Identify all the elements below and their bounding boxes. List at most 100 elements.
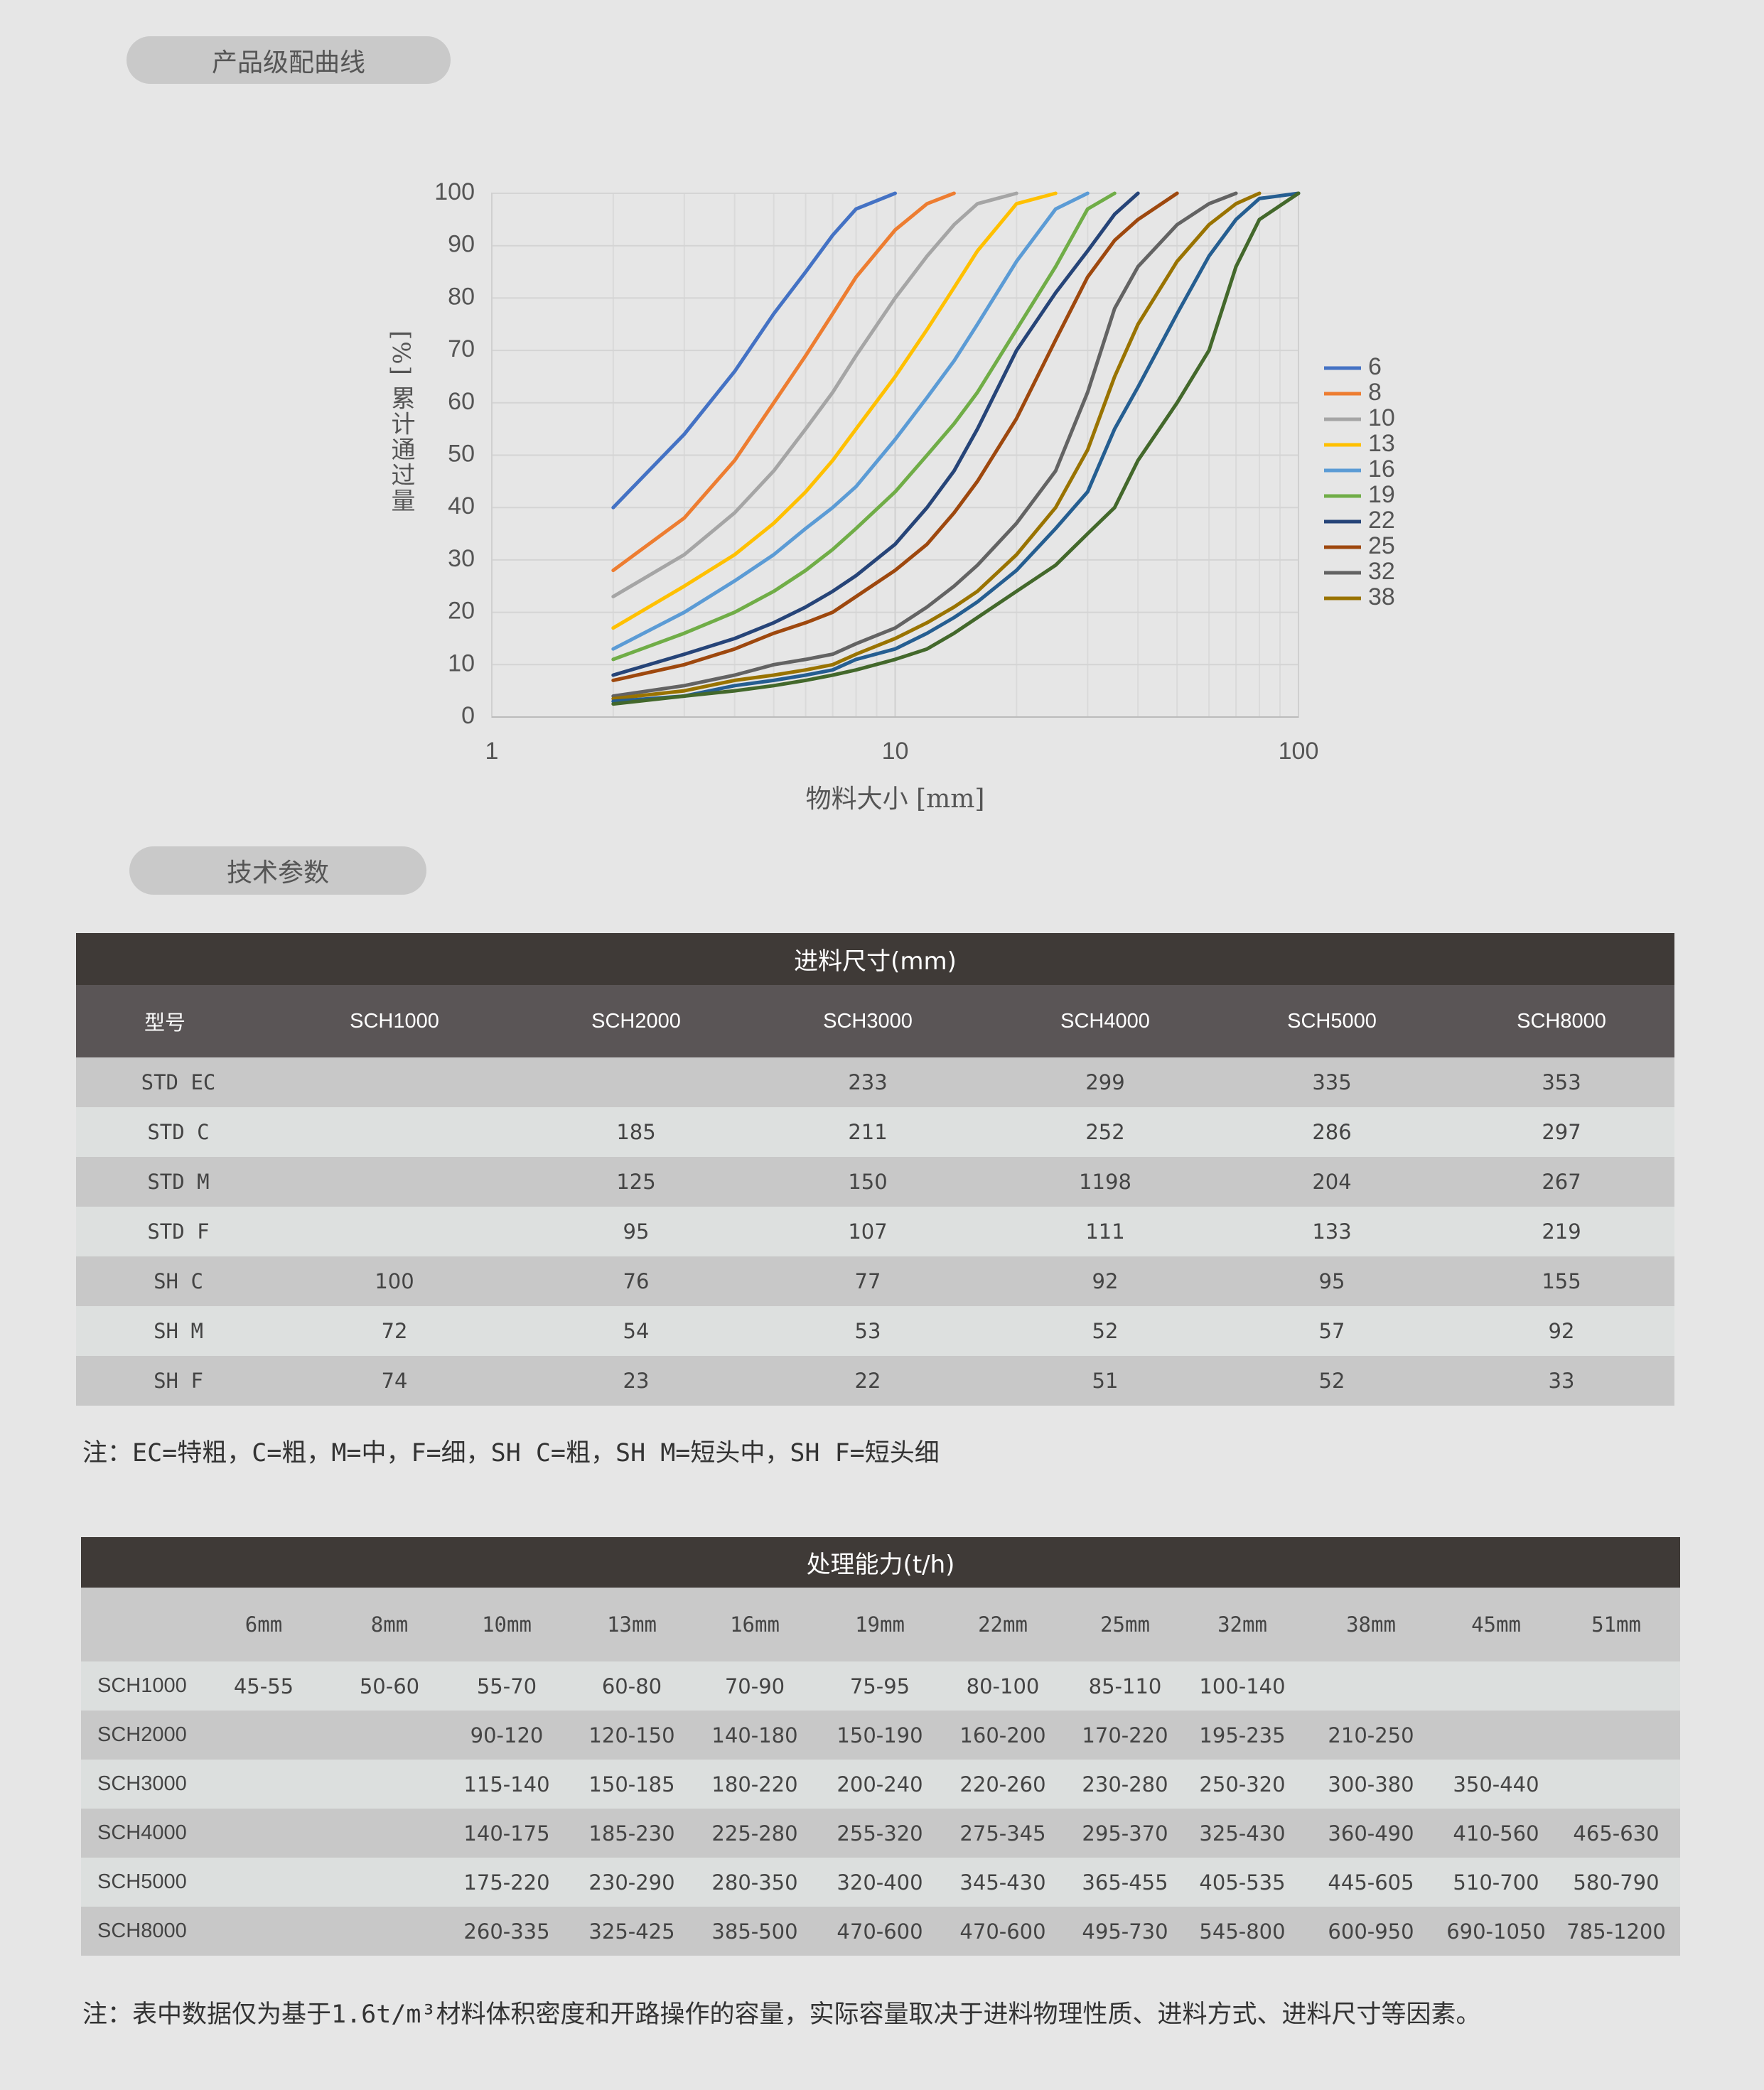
table-cell: 220-260 xyxy=(959,1772,1046,1797)
table-cell: 353 xyxy=(1542,1070,1581,1094)
table-cell: 195-235 xyxy=(1199,1723,1286,1747)
data-line xyxy=(611,191,897,510)
header-cell: SCH5000 xyxy=(1287,1009,1377,1033)
note: 注：表中数据仅为基于1.6t/m³材料体积密度和开路操作的容量，实际容量取决于进… xyxy=(82,2000,1481,2029)
table-cell: 77 xyxy=(854,1269,881,1293)
table-cell: 60-80 xyxy=(601,1674,662,1698)
table-cell: 185 xyxy=(616,1120,656,1144)
table-cell: 180-220 xyxy=(711,1772,798,1797)
table-cell: 1198 xyxy=(1079,1170,1131,1194)
table-row: SH C 100 76 77 92 95 155 xyxy=(76,1256,1674,1306)
table-cell: 185-230 xyxy=(588,1821,675,1846)
row-label: SCH3000 xyxy=(97,1772,187,1795)
data-line xyxy=(611,191,1140,677)
legend-label: 6 xyxy=(1368,353,1382,380)
header-cell: 32mm xyxy=(1217,1612,1267,1637)
table-cell: 92 xyxy=(1548,1319,1575,1343)
table-cell: 275-345 xyxy=(959,1821,1046,1846)
legend-label: 22 xyxy=(1368,507,1395,534)
data-line xyxy=(611,191,1262,701)
table-cell: 160-200 xyxy=(959,1723,1046,1747)
table-cell: 600-950 xyxy=(1328,1919,1414,1944)
table-cell: 255-320 xyxy=(837,1821,923,1846)
table-cell: 335 xyxy=(1312,1070,1352,1094)
table-cell: 175-220 xyxy=(463,1870,550,1895)
row-label: STD F xyxy=(147,1219,210,1244)
table-cell: 76 xyxy=(623,1269,650,1293)
table-cell: 107 xyxy=(848,1219,888,1244)
y-tick-label: 30 xyxy=(448,545,475,572)
header-cell: 22mm xyxy=(978,1612,1028,1637)
data-line xyxy=(611,191,1090,651)
table-cell: 405-535 xyxy=(1199,1870,1286,1895)
x-tick-label: 1 xyxy=(485,738,499,765)
table-cell: 286 xyxy=(1312,1120,1352,1144)
feed-table: 进料尺寸(mm) 型号 SCH1000 SCH2000 SCH3000 SCH4000 SC… xyxy=(76,933,1674,1406)
legend-label: 32 xyxy=(1368,558,1395,585)
header-cell: 25mm xyxy=(1100,1612,1150,1637)
header-cell: 10mm xyxy=(482,1612,532,1637)
table-cell: 211 xyxy=(848,1120,888,1144)
table-cell: 150-190 xyxy=(837,1723,923,1747)
table-cell: 51 xyxy=(1092,1369,1119,1393)
header-cell: SCH3000 xyxy=(823,1009,913,1033)
table-cell: 345-430 xyxy=(959,1870,1046,1895)
table-cell: 320-400 xyxy=(837,1870,923,1895)
y-tick-label: 20 xyxy=(448,598,475,625)
data-line xyxy=(611,191,1301,706)
row-label: SCH4000 xyxy=(97,1821,187,1844)
row-label: STD M xyxy=(147,1170,210,1194)
table-row: STD F 95 107 111 133 219 xyxy=(76,1207,1674,1256)
row-label: SCH5000 xyxy=(97,1870,187,1893)
table-cell: 75-95 xyxy=(849,1674,910,1698)
table-cell: 115-140 xyxy=(463,1772,550,1797)
table-cell: 267 xyxy=(1542,1170,1581,1194)
table-cell: 250-320 xyxy=(1199,1772,1286,1797)
row-label: SH M xyxy=(154,1319,203,1343)
table-cell: 72 xyxy=(381,1319,408,1343)
data-line xyxy=(611,191,1058,630)
table-cell: 155 xyxy=(1542,1269,1581,1293)
table-row: SCH3000 115-140 150-185 180-220 200-240 220-2… xyxy=(81,1760,1680,1809)
table-cell: 140-175 xyxy=(463,1821,550,1846)
row-label: SCH2000 xyxy=(97,1723,187,1746)
y-tick-label: 70 xyxy=(448,335,475,362)
note: 注：EC=特粗，C=粗，M=中，F=细，SH C=粗，SH M=短头中，SH F… xyxy=(82,1439,940,1467)
header-cell: 19mm xyxy=(855,1612,905,1637)
table-cell: 200-240 xyxy=(837,1772,923,1797)
table-cell: 470-600 xyxy=(959,1919,1046,1944)
table-row: STD EC 233 299 335 353 xyxy=(76,1057,1674,1107)
table-cell: 260-335 xyxy=(463,1919,550,1944)
row-label: STD EC xyxy=(141,1070,216,1094)
table-cell: 133 xyxy=(1312,1219,1352,1244)
data-line xyxy=(611,191,1238,698)
header-cell: 16mm xyxy=(730,1612,780,1637)
table-cell: 23 xyxy=(623,1369,650,1393)
table-row: SCH1000 45-55 50-60 55-70 60-80 70-90 75-95 80-… xyxy=(81,1661,1680,1711)
table-title: 进料尺寸(mm) xyxy=(794,947,957,976)
table-cell: 33 xyxy=(1548,1369,1575,1393)
table-cell: 150-185 xyxy=(588,1772,675,1797)
table-cell: 170-220 xyxy=(1082,1723,1168,1747)
table-cell: 45-55 xyxy=(233,1674,294,1698)
table-cell: 230-280 xyxy=(1082,1772,1168,1797)
table-cell: 580-790 xyxy=(1573,1870,1660,1895)
header-cell: 6mm xyxy=(244,1612,283,1637)
table-cell: 545-800 xyxy=(1199,1919,1286,1944)
table-cell: 365-455 xyxy=(1082,1870,1168,1895)
table-cell: 95 xyxy=(1318,1269,1345,1293)
table-cell: 350-440 xyxy=(1453,1772,1539,1797)
x-tick-label: 100 xyxy=(1279,738,1319,765)
y-tick-label: 80 xyxy=(448,283,475,310)
table-cell: 510-700 xyxy=(1453,1870,1539,1895)
row-label: SCH1000 xyxy=(97,1674,187,1697)
row-label: STD C xyxy=(147,1120,210,1144)
table-cell: 204 xyxy=(1312,1170,1352,1194)
table-cell: 465-630 xyxy=(1573,1821,1660,1846)
y-tick-label: 100 xyxy=(434,178,475,205)
table-cell: 280-350 xyxy=(711,1870,798,1895)
y-tick-label: 90 xyxy=(448,231,475,258)
header-cell: 型号 xyxy=(144,1012,186,1035)
data-line xyxy=(611,191,1301,704)
